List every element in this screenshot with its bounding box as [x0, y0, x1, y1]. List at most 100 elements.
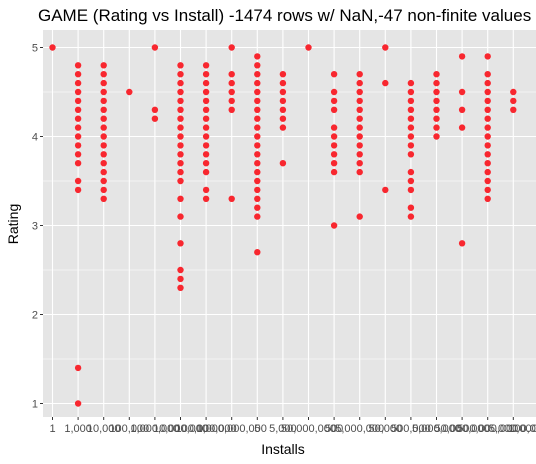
- data-point: [254, 71, 260, 77]
- data-point: [331, 124, 337, 130]
- data-point: [203, 160, 209, 166]
- x-tick-label: 5: [254, 423, 260, 435]
- data-point: [459, 53, 465, 59]
- data-point: [459, 89, 465, 95]
- data-point: [203, 116, 209, 122]
- data-point: [510, 107, 516, 113]
- data-point: [177, 240, 183, 246]
- data-point: [177, 169, 183, 175]
- data-point: [485, 98, 491, 104]
- data-point: [101, 160, 107, 166]
- data-point: [75, 107, 81, 113]
- data-point: [177, 133, 183, 139]
- data-point: [331, 89, 337, 95]
- data-point: [203, 80, 209, 86]
- data-point: [254, 196, 260, 202]
- data-point: [433, 107, 439, 113]
- data-point: [331, 98, 337, 104]
- data-point: [254, 205, 260, 211]
- data-point: [280, 98, 286, 104]
- y-tick-label: 3: [32, 221, 38, 233]
- data-point: [203, 71, 209, 77]
- data-point: [101, 187, 107, 193]
- data-point: [357, 160, 363, 166]
- data-point: [177, 267, 183, 273]
- data-point: [408, 98, 414, 104]
- data-point: [485, 142, 491, 148]
- data-point: [433, 71, 439, 77]
- data-point: [254, 89, 260, 95]
- data-point: [152, 107, 158, 113]
- data-point: [254, 178, 260, 184]
- data-point: [203, 107, 209, 113]
- data-point: [408, 205, 414, 211]
- data-point: [357, 80, 363, 86]
- data-point: [203, 124, 209, 130]
- data-point: [357, 107, 363, 113]
- data-point: [75, 178, 81, 184]
- data-point: [177, 107, 183, 113]
- data-point: [203, 169, 209, 175]
- data-point: [229, 89, 235, 95]
- data-point: [433, 133, 439, 139]
- data-point: [485, 116, 491, 122]
- data-point: [433, 80, 439, 86]
- data-point: [331, 151, 337, 157]
- data-point: [408, 107, 414, 113]
- data-point: [75, 142, 81, 148]
- data-point: [408, 151, 414, 157]
- data-point: [229, 44, 235, 50]
- data-point: [254, 80, 260, 86]
- data-point: [331, 71, 337, 77]
- data-point: [177, 124, 183, 130]
- data-point: [75, 133, 81, 139]
- data-point: [280, 116, 286, 122]
- data-point: [203, 187, 209, 193]
- data-point: [357, 133, 363, 139]
- data-point: [254, 133, 260, 139]
- data-point: [408, 133, 414, 139]
- data-point: [229, 71, 235, 77]
- data-point: [254, 53, 260, 59]
- data-point: [357, 169, 363, 175]
- data-point: [357, 213, 363, 219]
- data-point: [75, 124, 81, 130]
- data-point: [357, 124, 363, 130]
- data-point: [75, 187, 81, 193]
- data-point: [280, 124, 286, 130]
- data-point: [408, 169, 414, 175]
- data-point: [177, 116, 183, 122]
- data-point: [485, 53, 491, 59]
- data-point: [203, 62, 209, 68]
- data-point: [75, 365, 81, 371]
- data-point: [357, 142, 363, 148]
- data-point: [75, 71, 81, 77]
- data-point: [357, 98, 363, 104]
- data-point: [254, 160, 260, 166]
- data-point: [203, 151, 209, 157]
- data-point: [408, 213, 414, 219]
- data-point: [485, 169, 491, 175]
- data-point: [433, 89, 439, 95]
- data-point: [485, 107, 491, 113]
- data-point: [229, 98, 235, 104]
- data-point: [280, 107, 286, 113]
- x-axis-title: Installs: [261, 441, 305, 457]
- data-point: [459, 240, 465, 246]
- data-point: [229, 80, 235, 86]
- data-point: [177, 62, 183, 68]
- data-point: [280, 71, 286, 77]
- y-tick-label: 5: [32, 43, 38, 55]
- data-point: [177, 98, 183, 104]
- data-point: [75, 116, 81, 122]
- data-point: [433, 116, 439, 122]
- data-point: [331, 160, 337, 166]
- data-point: [408, 80, 414, 86]
- data-point: [203, 133, 209, 139]
- data-point: [177, 178, 183, 184]
- data-point: [254, 62, 260, 68]
- data-point: [101, 116, 107, 122]
- data-point: [101, 107, 107, 113]
- data-point: [485, 133, 491, 139]
- data-point: [101, 151, 107, 157]
